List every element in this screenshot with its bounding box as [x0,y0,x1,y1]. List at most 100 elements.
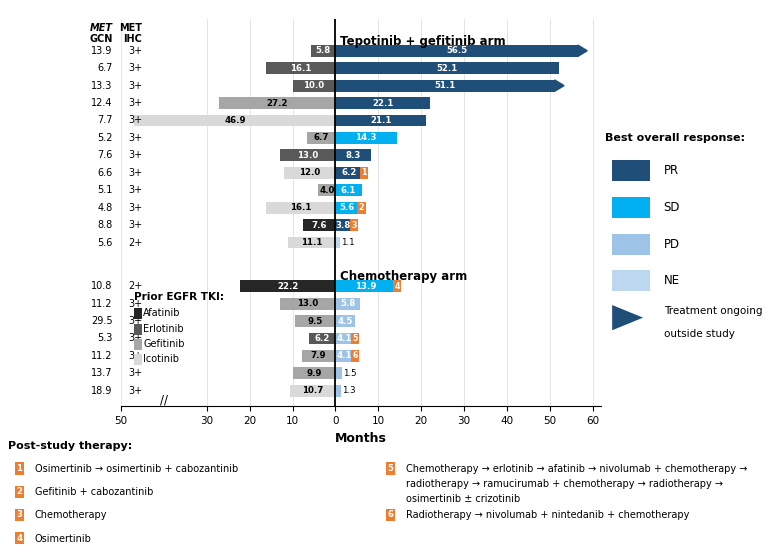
Bar [336,298,360,310]
Bar [336,62,559,74]
Text: 5.2: 5.2 [97,133,112,143]
Text: Chemotherapy → erlotinib → afatinib → nivolumab + chemotherapy →: Chemotherapy → erlotinib → afatinib → ni… [406,464,747,474]
Bar [319,184,336,196]
Text: 5.8: 5.8 [341,299,355,308]
Bar [336,149,371,161]
Text: 11.2: 11.2 [91,351,112,361]
Text: Chemotherapy arm: Chemotherapy arm [340,270,467,283]
Text: 12.4: 12.4 [91,98,112,108]
Text: Treatment ongoing: Treatment ongoing [664,306,762,316]
Text: 3+: 3+ [128,299,142,309]
Bar [336,184,362,196]
Bar [280,149,336,161]
Bar [336,132,397,144]
Polygon shape [578,45,587,56]
Text: 3+: 3+ [128,63,142,73]
Text: 3+: 3+ [128,220,142,230]
Bar [301,350,336,362]
Text: 3+: 3+ [128,81,142,91]
Text: NE: NE [664,274,679,288]
FancyBboxPatch shape [134,309,141,319]
Text: 7.6: 7.6 [97,150,112,160]
Text: 3: 3 [351,221,357,229]
Text: 3+: 3+ [128,202,142,213]
Bar [336,237,341,248]
Bar [219,97,336,109]
Text: MET: MET [90,23,112,33]
Bar [336,367,342,379]
Text: 10.8: 10.8 [91,281,112,291]
Text: 4.8: 4.8 [97,202,112,213]
Text: 4: 4 [394,281,400,291]
Text: 5.1: 5.1 [97,185,112,195]
Bar [288,237,336,248]
Text: 10.0: 10.0 [304,81,325,90]
Bar [612,160,650,181]
Text: 3+: 3+ [128,333,142,343]
Bar [336,202,359,213]
Text: 3+: 3+ [128,168,142,178]
Text: osimertinib ± crizotinib: osimertinib ± crizotinib [406,494,520,504]
Text: Radiotherapy → nivolumab + nintedanib + chemotherapy: Radiotherapy → nivolumab + nintedanib + … [406,510,689,520]
Polygon shape [612,305,643,330]
Text: 6.6: 6.6 [97,168,112,178]
FancyBboxPatch shape [134,324,141,335]
Text: 13.9: 13.9 [355,281,376,291]
Text: 13.3: 13.3 [91,81,112,91]
Text: 2: 2 [16,487,23,496]
Text: Tepotinib + gefitinib arm: Tepotinib + gefitinib arm [340,35,505,48]
Text: Icotinib: Icotinib [144,354,180,364]
Bar [303,219,336,231]
FancyBboxPatch shape [134,339,141,350]
Text: 3+: 3+ [128,368,142,378]
Text: 5.3: 5.3 [97,333,112,343]
Text: 3+: 3+ [128,150,142,160]
Text: 4.5: 4.5 [337,316,353,326]
Text: 1.5: 1.5 [343,369,357,378]
Text: 7.6: 7.6 [312,221,327,229]
Text: 4.1: 4.1 [337,334,352,343]
Text: Chemotherapy: Chemotherapy [34,510,107,520]
Text: 3+: 3+ [128,133,142,143]
Bar [612,270,650,291]
Text: Erlotinib: Erlotinib [144,324,184,333]
Text: 14.3: 14.3 [355,133,377,143]
Text: outside study: outside study [664,330,735,340]
Bar [294,315,336,327]
Text: 6.7: 6.7 [313,133,329,143]
Bar [336,315,355,327]
Text: 6.2: 6.2 [315,334,330,343]
Text: 8.8: 8.8 [97,220,112,230]
Bar [336,332,353,345]
Text: 11.2: 11.2 [91,299,112,309]
Text: 27.2: 27.2 [266,98,288,107]
Text: 3+: 3+ [128,351,142,361]
Text: 13.0: 13.0 [297,151,318,160]
Bar [290,385,336,397]
Bar [134,114,336,127]
Text: 6.1: 6.1 [341,186,356,195]
Text: 5.6: 5.6 [97,238,112,248]
Text: 16.1: 16.1 [291,64,312,72]
Text: 56.5: 56.5 [446,46,467,55]
Text: 9.5: 9.5 [308,316,323,326]
Text: 3+: 3+ [128,386,142,396]
Text: 52.1: 52.1 [437,64,458,72]
Text: 46.9: 46.9 [224,116,246,125]
Text: 3+: 3+ [128,316,142,326]
Text: 22.2: 22.2 [277,281,298,291]
Text: 2: 2 [358,203,365,212]
Text: 5.6: 5.6 [340,203,355,212]
Text: 7.9: 7.9 [311,351,326,361]
Text: PD: PD [664,238,679,251]
Text: Osimertinib → osimertinib + cabozantinib: Osimertinib → osimertinib + cabozantinib [34,464,238,474]
Text: 1: 1 [16,464,23,473]
Text: 5: 5 [387,464,394,473]
Bar [309,332,336,345]
Text: 29.5: 29.5 [91,316,112,326]
Text: //: // [160,393,168,406]
Text: Post-study therapy:: Post-study therapy: [8,441,132,451]
Text: SD: SD [664,201,680,214]
Text: 5: 5 [352,334,358,343]
Text: Osimertinib: Osimertinib [34,534,91,544]
